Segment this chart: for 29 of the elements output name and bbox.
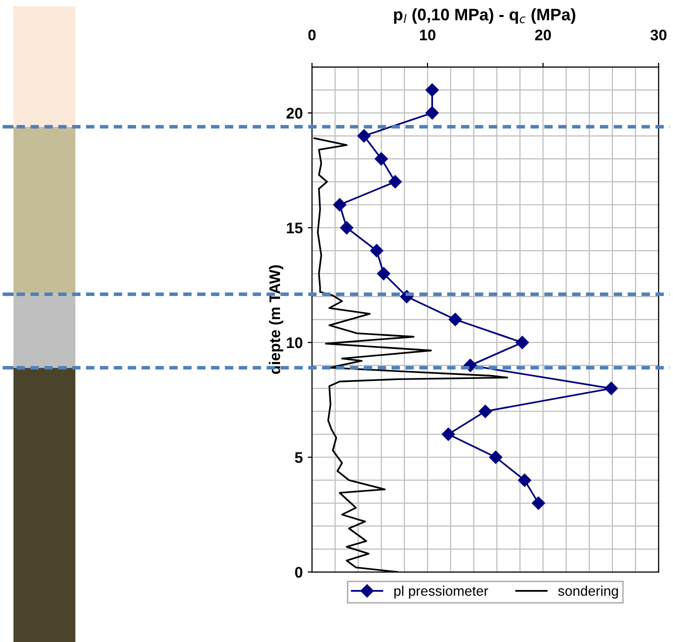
point	[489, 450, 502, 464]
point	[518, 474, 532, 487]
point	[532, 496, 546, 510]
y-tick-label: 0	[295, 566, 302, 578]
point	[340, 221, 354, 234]
legend-label: sondering	[558, 586, 618, 599]
point	[426, 106, 439, 120]
point	[442, 428, 455, 441]
chart-title: p$_{l}$ (0,10 MPa) - q$_{c}$ (MPa)	[394, 8, 576, 24]
x-tick-label: 0	[308, 30, 316, 40]
point	[333, 198, 346, 212]
x-tick-label: 10	[420, 30, 436, 40]
point	[374, 152, 388, 166]
point	[377, 267, 390, 280]
y-tick-label: 5	[294, 452, 303, 463]
point	[357, 129, 371, 142]
point	[388, 175, 402, 188]
point	[604, 382, 618, 395]
x-tick-label: 20	[535, 30, 551, 40]
point	[370, 244, 384, 258]
y-tick-label: 20	[286, 108, 302, 119]
y-tick-label: 15	[286, 222, 303, 234]
y-tick-label: 10	[286, 337, 302, 348]
point	[426, 83, 439, 97]
point	[478, 404, 492, 418]
point	[516, 336, 529, 350]
point	[448, 312, 462, 326]
x-tick-label: 30	[650, 30, 666, 40]
legend-label: pl pressiometer	[394, 586, 488, 599]
